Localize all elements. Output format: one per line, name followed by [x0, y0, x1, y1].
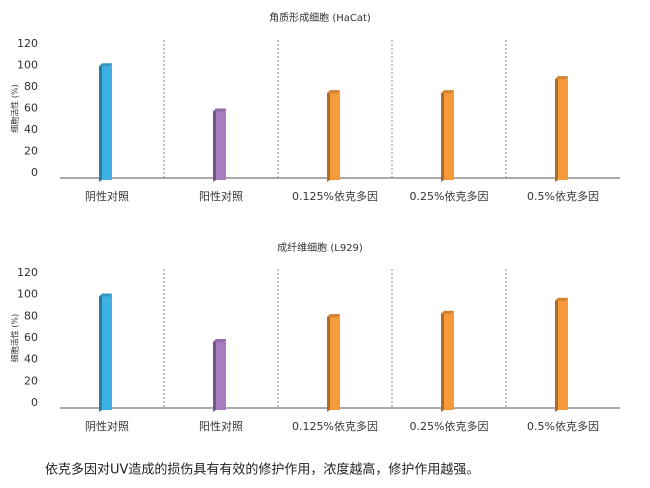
x-tick-label: 0.5%依克多因	[527, 419, 599, 433]
bar-top	[555, 297, 568, 301]
bar	[555, 76, 568, 182]
bar-top	[441, 90, 454, 94]
y-tick-label: 40	[24, 353, 38, 366]
y-tick-label: 0	[31, 396, 38, 409]
bar-top	[213, 339, 226, 343]
bar-top	[327, 90, 340, 94]
bar	[213, 339, 226, 412]
bar	[441, 90, 454, 182]
bar-side	[441, 90, 444, 182]
bar	[99, 63, 112, 182]
y-axis-label: 细胞活性 (%)	[10, 84, 20, 132]
bar	[213, 108, 226, 182]
y-tick-label: 0	[31, 166, 38, 179]
bar	[555, 297, 568, 412]
bar-side	[213, 339, 216, 412]
bar-front	[444, 310, 454, 410]
bar-side	[555, 297, 558, 412]
bar-top	[99, 293, 112, 297]
caption: 依克多因对UV造成的损伤具有有效的修护作用，浓度越高，修护作用越强。	[45, 462, 479, 478]
bar-front	[330, 90, 340, 180]
bar-front	[558, 297, 568, 410]
bar-side	[327, 90, 330, 182]
bar-side	[441, 310, 444, 412]
chart-title: 成纤维细胞 (L929)	[277, 241, 363, 254]
y-tick-label: 60	[24, 102, 38, 115]
y-tick-label: 80	[24, 80, 38, 93]
bar-top	[327, 314, 340, 318]
y-tick-label: 80	[24, 309, 38, 322]
x-tick-label: 0.25%依克多因	[410, 189, 489, 203]
x-tick-label: 0.25%依克多因	[410, 419, 489, 433]
bar-side	[99, 293, 102, 412]
x-tick-label: 0.125%依克多因	[292, 189, 378, 203]
x-tick-label: 阴性对照	[85, 189, 129, 203]
y-axis-label: 细胞活性 (%)	[10, 314, 20, 362]
y-tick-label: 20	[24, 145, 38, 158]
bar-top	[213, 108, 226, 112]
x-tick-label: 阴性对照	[85, 419, 129, 433]
y-tick-label: 20	[24, 374, 38, 387]
bar-side	[213, 108, 216, 182]
bar-top	[555, 76, 568, 80]
bar-front	[102, 63, 112, 180]
bar-front	[444, 90, 454, 180]
bar-top	[441, 310, 454, 314]
bar-side	[555, 76, 558, 182]
bar-side	[99, 63, 102, 182]
bar	[441, 310, 454, 412]
bar-front	[102, 293, 112, 410]
bar	[327, 90, 340, 182]
bar-top	[99, 63, 112, 67]
bar-front	[216, 108, 226, 180]
x-tick-label: 0.125%依克多因	[292, 419, 378, 433]
x-tick-label: 阳性对照	[199, 189, 243, 203]
bar-front	[216, 339, 226, 410]
bar-front	[330, 314, 340, 410]
y-tick-label: 40	[24, 123, 38, 136]
y-tick-label: 100	[17, 59, 38, 72]
y-tick-label: 120	[17, 266, 38, 279]
x-tick-label: 0.5%依克多因	[527, 189, 599, 203]
bar-front	[558, 76, 568, 180]
chart-title: 角质形成细胞 (HaCat)	[269, 11, 371, 24]
x-tick-label: 阳性对照	[199, 419, 243, 433]
y-tick-label: 100	[17, 288, 38, 301]
bar-side	[327, 314, 330, 412]
bar	[327, 314, 340, 412]
bar	[99, 293, 112, 412]
y-tick-label: 60	[24, 331, 38, 344]
y-tick-label: 120	[17, 37, 38, 50]
